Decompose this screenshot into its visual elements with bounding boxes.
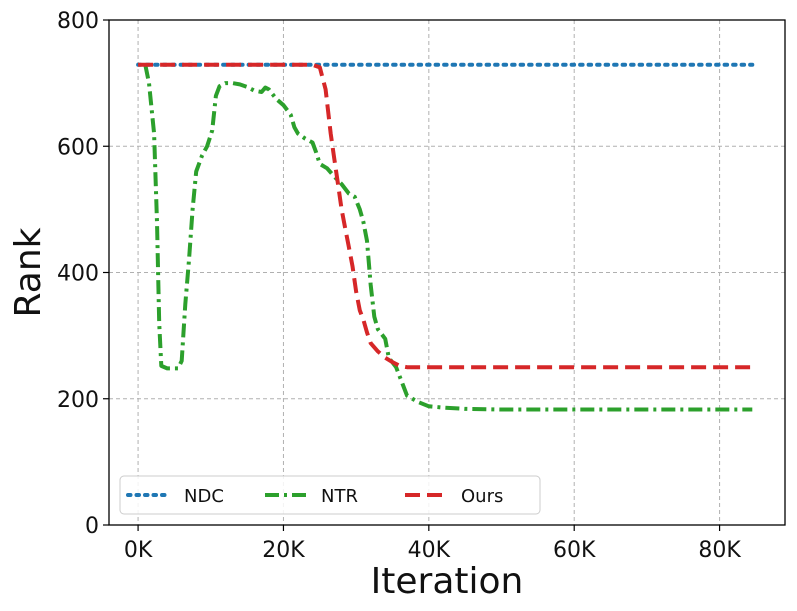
y-tick-label: 400 [57,262,99,287]
legend-label: NTR [321,486,358,507]
legend: NDC NTR Ours [119,475,541,515]
series-line-ntr [143,64,753,412]
x-tick-label: 60K [553,538,596,563]
y-tick-label: 0 [85,514,99,539]
legend-label: Ours [461,486,503,507]
series-lines [136,62,755,412]
legend-item-ours: Ours [405,486,503,507]
x-tick-label: 40K [408,538,451,563]
legend-label: NDC [184,486,224,507]
legend-item-ndc: NDC [126,486,224,507]
y-axis-title: Rank [8,227,49,317]
grid [109,19,785,526]
x-tick-label: 0K [124,538,153,563]
legend-items: NDC NTR Ours [126,486,503,507]
series-line-ours [138,62,753,370]
x-tick-label: 20K [262,538,305,563]
y-tick-label: 600 [57,135,99,160]
legend-item-ntr: NTR [265,486,358,507]
x-tick-label: 80K [698,538,741,563]
axis-ticks: 0K 20K 40K 60K 80K 0 200 400 600 800 [57,9,741,563]
legend-box [119,475,541,515]
y-tick-label: 200 [57,388,99,413]
x-axis-title: Iteration [371,561,524,602]
y-tick-label: 800 [57,9,99,34]
